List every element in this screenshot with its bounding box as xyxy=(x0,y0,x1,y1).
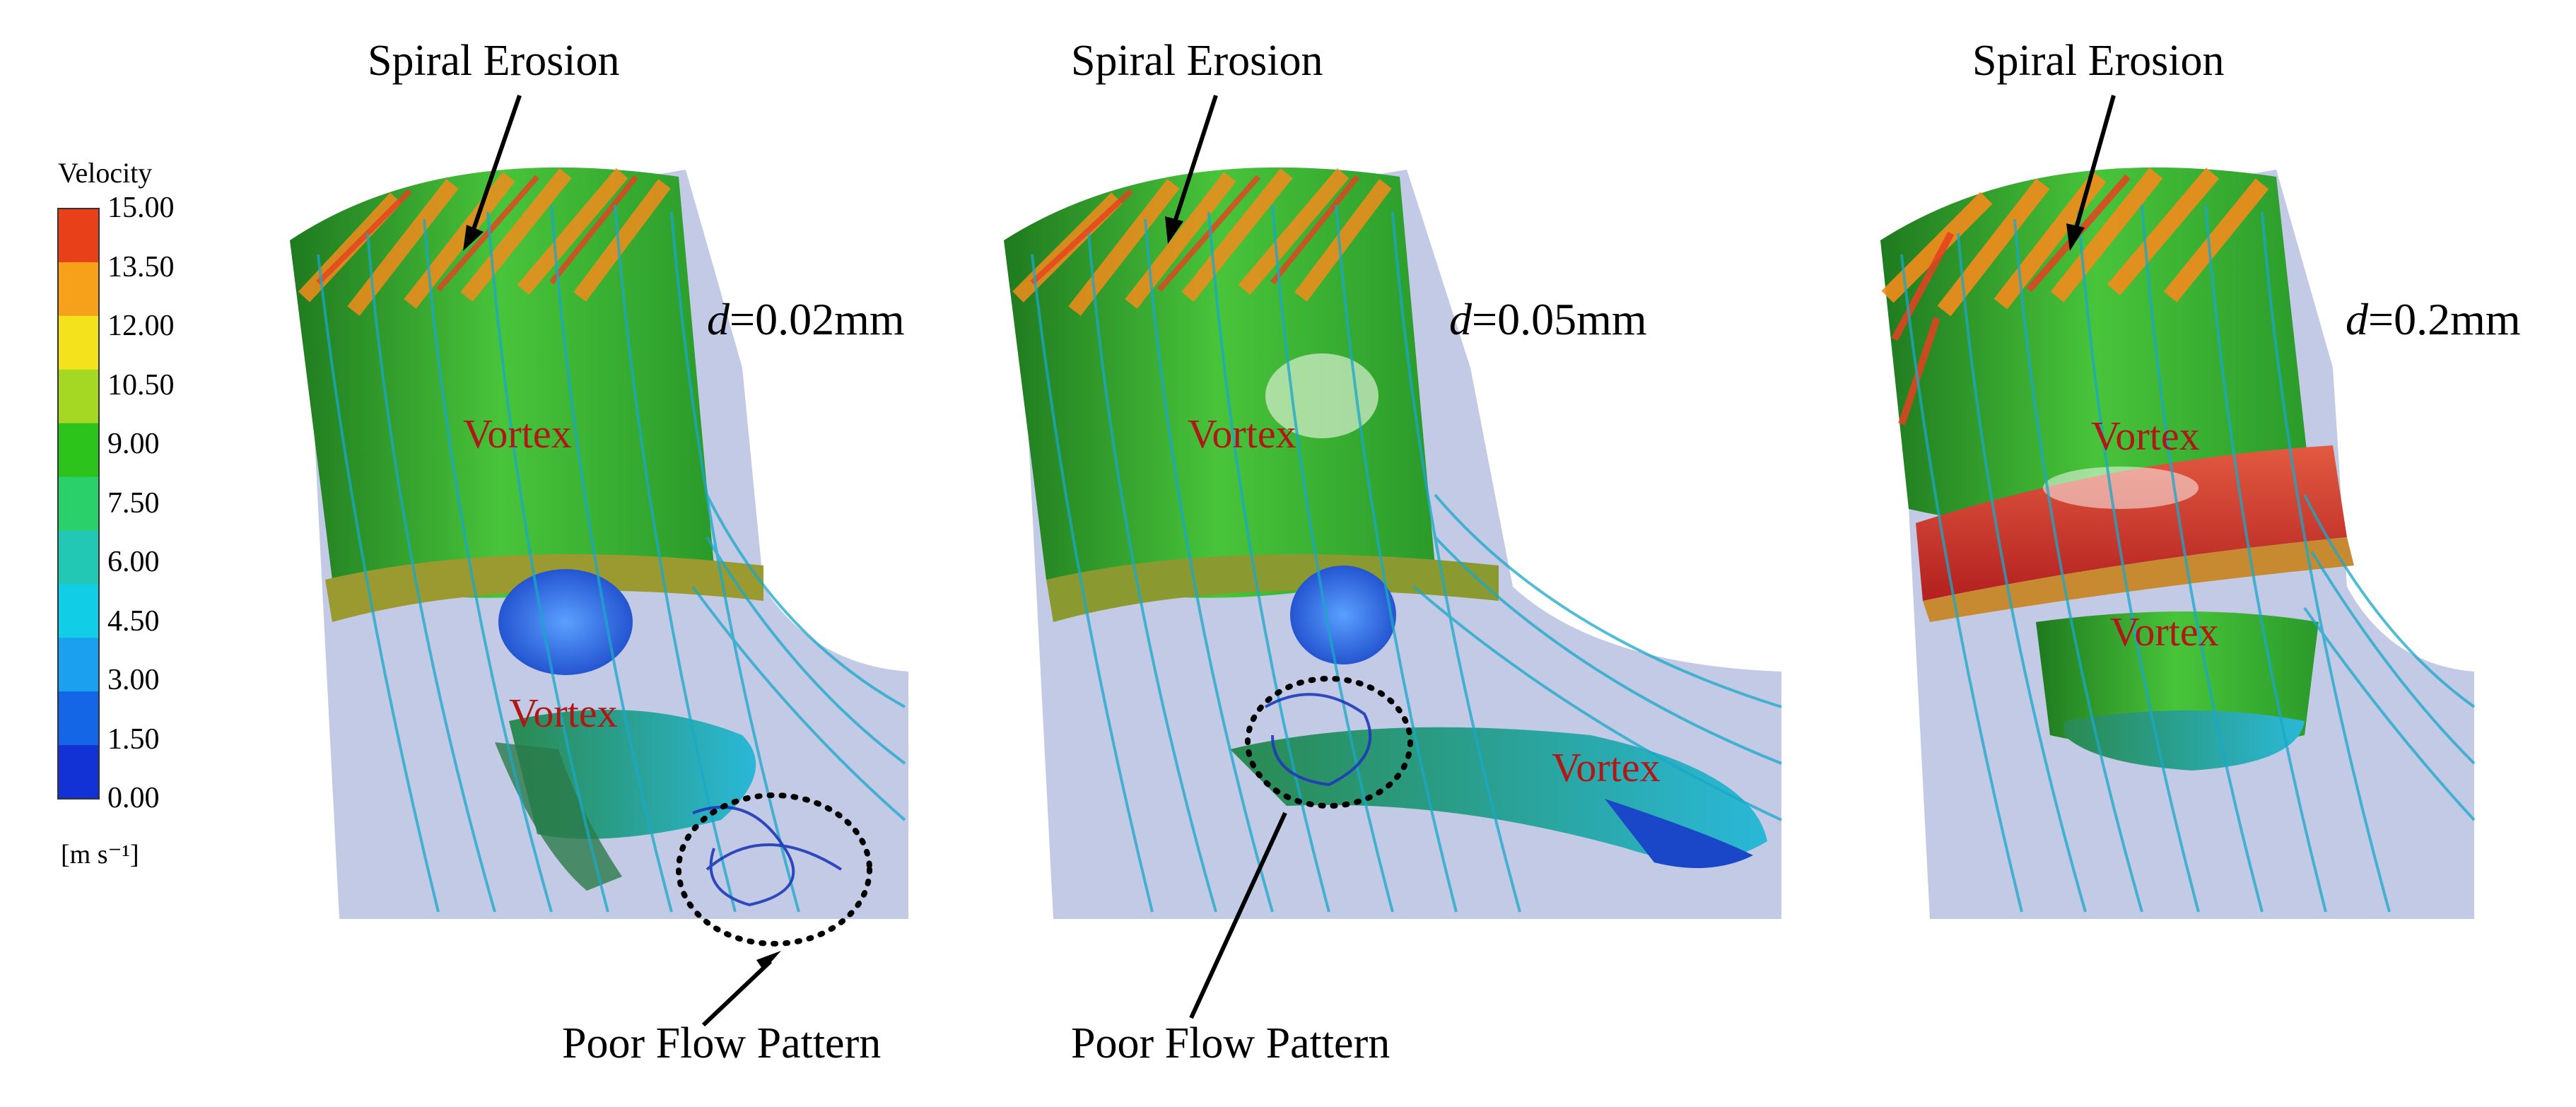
panel-2-diameter-label: d=0.05mm xyxy=(1449,294,1647,344)
panel-3-graphic xyxy=(1880,95,2476,919)
color-bar-segment xyxy=(58,745,99,800)
panel-1-graphic xyxy=(290,95,908,1027)
color-bar-segment xyxy=(58,691,99,746)
legend-tick-label: 4.50 xyxy=(107,604,160,638)
color-bar-outline xyxy=(57,208,100,800)
panel-3-vortex-lower: Vortex xyxy=(2110,609,2219,655)
panel-1-spiral-erosion-label: Spiral Erosion xyxy=(368,37,620,85)
panel-3-diameter-label: d=0.2mm xyxy=(2346,294,2521,344)
color-bar-segment xyxy=(58,423,99,478)
color-bar-segment xyxy=(58,209,99,263)
legend-tick-label: 0.00 xyxy=(107,782,160,814)
legend-tick-label: 15.00 xyxy=(107,192,175,224)
legend-tick-label: 12.00 xyxy=(107,310,175,342)
color-bar-segment xyxy=(58,530,99,585)
legend-title: Velocity xyxy=(58,157,153,189)
color-bar-segment xyxy=(58,476,99,531)
panel-1-poor-flow-label: Poor Flow Pattern xyxy=(562,1019,882,1067)
panel-3-spiral-erosion-label: Spiral Erosion xyxy=(1972,37,2225,85)
legend-tick-label: 9.00 xyxy=(107,428,160,460)
color-bar-segment xyxy=(58,638,99,692)
color-bar-segment xyxy=(58,262,99,317)
panel-2-spiral-erosion-label: Spiral Erosion xyxy=(1071,37,1323,85)
panel-2-graphic xyxy=(1004,95,1782,1019)
legend-tick-label: 13.50 xyxy=(107,250,175,283)
panel-1-diameter-label: d=0.02mm xyxy=(707,294,905,344)
legend-tick-label: 3.00 xyxy=(107,664,160,696)
legend-tick-label: 7.50 xyxy=(107,486,160,520)
color-bar-segment xyxy=(58,315,99,370)
legend-unit: [m s⁻¹] xyxy=(61,840,139,869)
panel-2-poor-flow-label: Poor Flow Pattern xyxy=(1071,1019,1391,1067)
panel-1-vortex-lower: Vortex xyxy=(509,690,618,736)
panel-1-vortex-upper: Vortex xyxy=(463,411,572,457)
velocity-color-bar xyxy=(57,208,100,800)
legend-tick-label: 1.50 xyxy=(107,722,160,756)
panel-3-vortex-upper: Vortex xyxy=(2091,413,2200,459)
panel-2-vortex-upper: Vortex xyxy=(1188,411,1296,457)
legend-tick-label: 6.00 xyxy=(107,546,160,578)
legend-tick-label: 10.50 xyxy=(107,368,175,402)
color-bar-segment xyxy=(58,369,99,424)
panel-2-vortex-lower: Vortex xyxy=(1552,744,1661,790)
color-bar-segment xyxy=(58,584,99,638)
